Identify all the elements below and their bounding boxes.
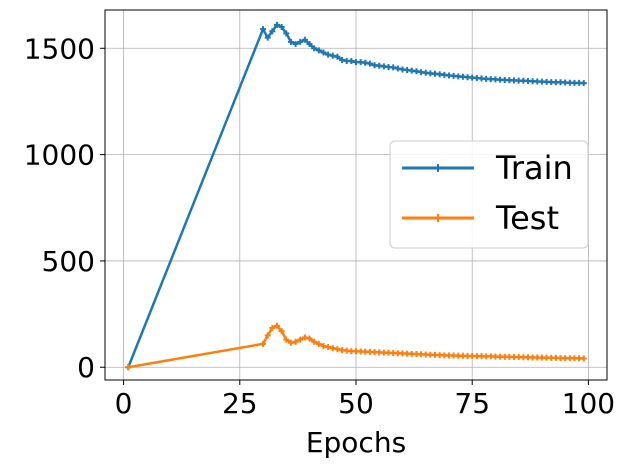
series-lines: [125, 21, 587, 371]
data-point: [306, 41, 313, 48]
data-point: [315, 340, 322, 347]
data-point: [269, 324, 276, 331]
data-point: [260, 26, 267, 33]
data-point: [264, 332, 271, 339]
x-axis-title: Epochs: [306, 426, 406, 459]
data-point: [260, 340, 267, 347]
data-point: [297, 336, 304, 343]
data-point: [278, 328, 285, 335]
data-point: [301, 334, 308, 341]
legend-marker: [434, 164, 442, 172]
data-point: [306, 335, 313, 342]
data-point: [287, 339, 294, 346]
y-tick-label: 0: [77, 351, 95, 384]
data-point: [334, 53, 341, 60]
data-point: [320, 342, 327, 349]
data-point: [580, 355, 587, 362]
data-point: [329, 52, 336, 59]
data-point: [264, 34, 271, 41]
data-point: [273, 21, 280, 28]
x-tick-label: 0: [115, 387, 133, 420]
data-point: [311, 338, 318, 345]
data-point: [348, 58, 355, 65]
legend: Train Test: [389, 140, 589, 249]
y-tick-label: 1000: [24, 139, 95, 172]
data-point: [283, 30, 290, 37]
data-point: [580, 80, 587, 87]
data-point: [273, 322, 280, 329]
data-point: [334, 346, 341, 353]
data-point: [292, 338, 299, 345]
series-test: [125, 322, 587, 371]
data-point: [390, 64, 397, 71]
legend-label: Train: [495, 149, 573, 187]
legend-label: Test: [495, 199, 559, 237]
legend-marker: [434, 214, 442, 222]
x-tick-label: 100: [562, 387, 615, 420]
data-point: [292, 41, 299, 48]
series-train: [125, 21, 587, 371]
y-tick-label: 500: [42, 245, 95, 278]
x-tick-label: 50: [338, 387, 374, 420]
data-point: [320, 49, 327, 56]
data-point: [325, 344, 332, 351]
data-point: [329, 345, 336, 352]
data-point: [278, 24, 285, 31]
data-point: [269, 28, 276, 35]
data-point: [339, 56, 346, 63]
data-point: [394, 65, 401, 72]
data-point: [315, 47, 322, 54]
x-tick-label: 75: [454, 387, 490, 420]
data-point: [325, 51, 332, 58]
data-point: [283, 336, 290, 343]
data-point: [125, 364, 132, 371]
data-point: [366, 60, 373, 67]
x-tick-label: 25: [222, 387, 258, 420]
data-point: [297, 38, 304, 45]
data-point: [287, 38, 294, 45]
data-point: [301, 36, 308, 43]
data-point: [311, 45, 318, 52]
y-tick-label: 1500: [24, 32, 95, 65]
